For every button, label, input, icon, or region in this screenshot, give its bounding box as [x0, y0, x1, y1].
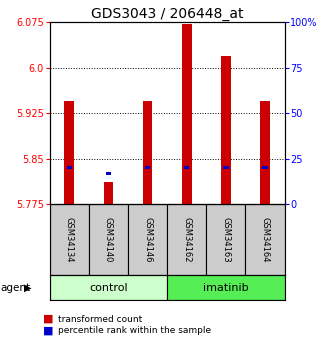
Bar [67, 166, 72, 169]
Text: GSM34140: GSM34140 [104, 217, 113, 263]
Bar [182, 24, 192, 204]
Text: GSM34163: GSM34163 [221, 217, 230, 263]
Bar [128, 204, 167, 276]
Bar [223, 166, 229, 169]
Bar [206, 204, 246, 276]
Bar [262, 166, 268, 169]
Bar [260, 101, 270, 204]
Bar [50, 276, 167, 300]
Bar [167, 276, 285, 300]
Text: transformed count: transformed count [58, 315, 142, 324]
Text: GSM34134: GSM34134 [65, 217, 74, 263]
Text: ▶: ▶ [24, 283, 31, 293]
Text: GSM34146: GSM34146 [143, 217, 152, 263]
Text: agent: agent [0, 283, 30, 293]
Bar [145, 166, 150, 169]
Bar [64, 101, 74, 204]
Text: ■: ■ [43, 314, 54, 324]
Title: GDS3043 / 206448_at: GDS3043 / 206448_at [91, 7, 243, 21]
Bar [89, 204, 128, 276]
Bar [104, 182, 113, 204]
Bar [106, 171, 111, 175]
Bar [50, 204, 89, 276]
Text: percentile rank within the sample: percentile rank within the sample [58, 326, 211, 335]
Bar [167, 204, 206, 276]
Text: GSM34162: GSM34162 [182, 217, 191, 263]
Bar [246, 204, 285, 276]
Text: control: control [89, 283, 128, 293]
Text: ■: ■ [43, 325, 54, 335]
Bar [221, 56, 231, 204]
Text: imatinib: imatinib [203, 283, 249, 293]
Text: GSM34164: GSM34164 [260, 217, 269, 263]
Bar [143, 101, 153, 204]
Bar [184, 166, 189, 169]
